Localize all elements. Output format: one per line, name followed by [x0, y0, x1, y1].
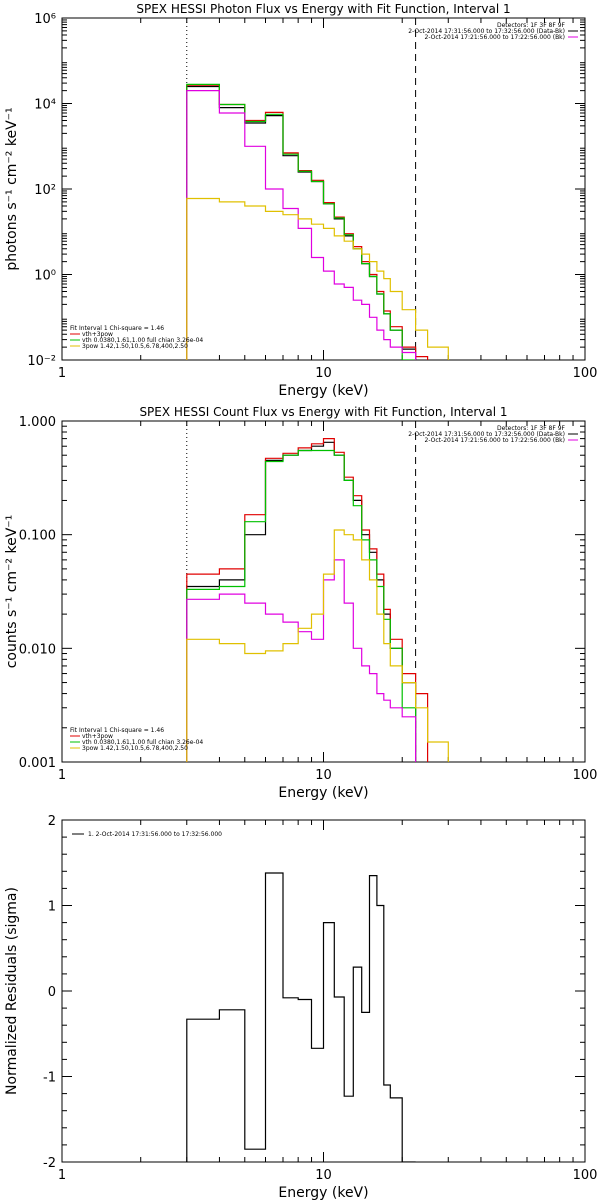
legend-bottom-entry: vth+3pow — [82, 331, 113, 338]
legend-bottom-entry: vth 0.0380,1.61,1.00 full chian 3.26e-04 — [82, 337, 203, 344]
series-line-1 — [186, 872, 416, 1162]
legend-bottom-entry: Fit Interval 1 Chi-square = 1.46 — [70, 325, 164, 332]
y-tick-label: 10² — [34, 183, 56, 198]
y-tick-label: -1 — [43, 1071, 56, 1086]
legend-top-entry: 1. 2-Oct-2014 17:31:56.000 to 17:32:56.0… — [88, 831, 222, 838]
y-tick-label: 0.001 — [19, 756, 56, 771]
series-line-3 — [186, 83, 416, 360]
legend-top-entry: Detectors: 1F 3F 8F 9F — [497, 425, 566, 432]
chart-1: SPEX HESSI Photon Flux vs Energy with Fi… — [4, 2, 597, 399]
series-line-5 — [186, 529, 449, 762]
x-tick-label: 10 — [315, 768, 332, 783]
y-tick-label: 10⁻² — [27, 354, 56, 369]
series-line-4 — [186, 559, 417, 762]
chart-title: SPEX HESSI Count Flux vs Energy with Fit… — [139, 405, 507, 419]
chart-title: SPEX HESSI Photon Flux vs Energy with Fi… — [136, 2, 510, 16]
series-line-1 — [186, 85, 417, 360]
chart-3: 1 10 100 -2 -1 0 1 2 Energy (keV) Normalized Resi… — [4, 814, 597, 1200]
legend-top-entry: 2-Oct-2014 17:31:56.000 to 17:32:56.000 … — [408, 431, 565, 438]
y-axis-label: Normalized Residuals (sigma) — [4, 887, 20, 1095]
series-line-2 — [186, 84, 429, 360]
y-axis-label: counts s⁻¹ cm⁻² keV⁻¹ — [4, 515, 20, 669]
y-tick-label: 1.000 — [19, 415, 56, 430]
y-tick-label: 0.100 — [19, 529, 56, 544]
series-line-5 — [186, 197, 449, 360]
y-tick-label: -2 — [43, 1156, 56, 1171]
x-tick-label: 1 — [58, 366, 66, 381]
legend-bottom-entry: vth+3pow — [82, 733, 113, 740]
legend-top-entry: Detectors: 1F 3F 8F 9F — [497, 22, 566, 29]
legend-top-entry: 2-Oct-2014 17:21:56.000 to 17:22:56.000 … — [425, 437, 566, 444]
x-tick-label: 100 — [573, 768, 598, 783]
series-line-1 — [186, 441, 417, 762]
y-axis-label: photons s⁻¹ cm⁻² keV⁻¹ — [4, 107, 20, 270]
x-axis-label: Energy (keV) — [278, 383, 368, 399]
x-axis-label: Energy (keV) — [278, 1185, 368, 1200]
y-tick-label: 10⁴ — [34, 98, 56, 113]
y-tick-label: 2 — [48, 814, 56, 829]
x-tick-label: 1 — [58, 768, 66, 783]
x-axis-label: Energy (keV) — [278, 785, 368, 801]
x-tick-label: 100 — [573, 366, 598, 381]
chart-2: SPEX HESSI Count Flux vs Energy with Fit… — [4, 405, 597, 801]
x-tick-label: 100 — [573, 1168, 598, 1183]
x-tick-label: 1 — [58, 1168, 66, 1183]
y-tick-label: 0 — [48, 985, 56, 1000]
series-line-3 — [186, 449, 417, 762]
legend-top-entry: 2-Oct-2014 17:31:56.000 to 17:32:56.000 … — [408, 28, 565, 35]
series-line-2 — [186, 438, 429, 762]
x-tick-label: 10 — [315, 1168, 332, 1183]
y-tick-label: 1 — [48, 900, 56, 915]
y-tick-label: 10⁰ — [34, 269, 56, 284]
legend-bottom-entry: 3pow 1.42,1.50,10.5,6.78,400,2.50 — [82, 343, 188, 350]
y-tick-label: 10⁶ — [34, 12, 56, 27]
y-tick-label: 0.010 — [19, 642, 56, 657]
x-tick-label: 10 — [315, 366, 332, 381]
legend-bottom-entry: 3pow 1.42,1.50,10.5,6.78,400,2.50 — [82, 745, 188, 752]
legend-bottom-entry: vth 0.0380,1.61,1.00 full chian 3.26e-04 — [82, 739, 203, 746]
series-line-4 — [186, 90, 417, 360]
legend-bottom-entry: Fit Interval 1 Chi-square = 1.46 — [70, 727, 164, 734]
legend-top-entry: 2-Oct-2014 17:21:56.000 to 17:22:56.000 … — [425, 34, 566, 41]
